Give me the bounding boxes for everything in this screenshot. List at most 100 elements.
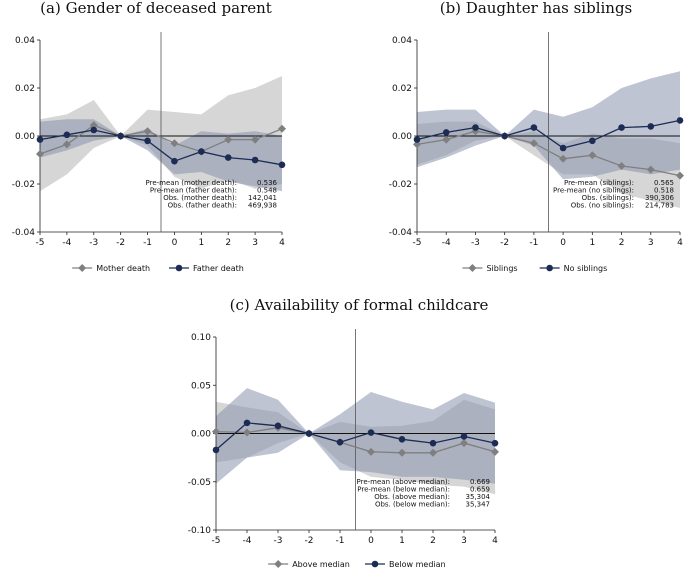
stat-value: 0.536 <box>257 179 278 187</box>
x-tick-label: 3 <box>252 238 258 248</box>
stat-value: 35,304 <box>466 493 491 501</box>
legend-marker-circle <box>546 264 553 272</box>
x-tick-label: 4 <box>492 536 498 546</box>
panel-c-title: (c) Availability of formal childcare <box>230 296 489 314</box>
point-diamond <box>243 428 251 437</box>
point-diamond <box>491 447 499 456</box>
stat-label: Pre-mean (below median): <box>357 486 450 494</box>
x-tick-label: 2 <box>619 238 625 248</box>
x-tick-label: -4 <box>243 536 252 546</box>
x-tick-label: 1 <box>589 238 595 248</box>
panel-b-title: (b) Daughter has siblings <box>440 0 633 17</box>
stat-label: Pre-mean (no siblings): <box>553 187 634 195</box>
x-tick-label: 3 <box>461 536 467 546</box>
point-circle <box>460 433 468 440</box>
stat-value: 0.548 <box>257 187 277 195</box>
point-circle <box>305 430 313 437</box>
stat-label: Pre-mean (siblings): <box>564 179 634 187</box>
x-tick-label: 1 <box>198 238 204 248</box>
legend-label: Siblings <box>486 264 517 273</box>
series-line-c-1 <box>215 427 496 454</box>
y-tick-label: 0.04 <box>392 36 412 46</box>
stat-value: 0.565 <box>654 179 674 187</box>
y-tick-label: 0.02 <box>392 84 412 94</box>
x-tick-label: 2 <box>430 536 436 546</box>
point-circle <box>413 136 421 143</box>
legend-label: No siblings <box>564 264 608 273</box>
x-tick-label: -3 <box>471 238 480 248</box>
point-diamond <box>413 140 421 149</box>
point-diamond <box>143 127 152 136</box>
series-line-c-2 <box>215 422 496 451</box>
point-diamond <box>36 150 44 158</box>
point-circle <box>472 124 479 131</box>
y-tick-label: -0.02 <box>12 180 35 190</box>
x-tick-label: -1 <box>529 238 538 248</box>
point-diamond <box>529 139 538 148</box>
point-diamond <box>460 439 468 448</box>
y-tick-label: -0.04 <box>389 228 413 238</box>
point-diamond <box>170 139 179 148</box>
x-tick-label: 4 <box>279 238 285 248</box>
series-line-a-1 <box>39 124 283 155</box>
stat-value: 0.518 <box>654 187 674 195</box>
y-tick-label: 0.02 <box>15 84 35 94</box>
point-circle <box>367 429 375 436</box>
x-tick-label: 2 <box>225 238 231 248</box>
point-diamond <box>429 448 437 457</box>
point-diamond <box>62 140 71 149</box>
stat-label: Obs. (siblings): <box>582 194 634 202</box>
point-diamond <box>646 165 655 174</box>
legend-marker-circle <box>175 264 183 272</box>
point-circle <box>589 137 596 145</box>
x-tick-label: -4 <box>62 238 71 248</box>
x-tick-label: 3 <box>648 238 654 248</box>
x-tick-label: -5 <box>212 536 221 546</box>
point-circle <box>398 435 406 443</box>
point-circle <box>212 446 220 454</box>
point-circle <box>117 132 124 140</box>
x-tick-label: -5 <box>36 238 45 248</box>
y-tick-label: -0.04 <box>12 228 36 238</box>
point-circle <box>251 156 259 164</box>
stat-value: 469,938 <box>248 202 277 210</box>
y-tick-label: -0.05 <box>188 478 211 488</box>
point-circle <box>224 154 232 161</box>
point-diamond <box>251 135 260 144</box>
x-tick-label: -1 <box>143 238 152 248</box>
y-tick-label: 0.00 <box>191 430 211 440</box>
y-tick-label: -0.10 <box>188 526 212 536</box>
point-circle <box>274 422 282 430</box>
point-diamond <box>442 135 451 144</box>
panel-daughter-has-siblings: (b) Daughter has siblings 0.04 0.02 0.00 -0… <box>389 0 684 273</box>
legend-marker-diamond <box>468 264 477 272</box>
stat-value: 390,306 <box>645 194 674 202</box>
x-tick-label: 1 <box>399 536 405 546</box>
point-diamond <box>367 447 375 456</box>
point-circle <box>63 131 71 139</box>
point-circle <box>559 144 567 152</box>
point-circle <box>530 124 538 131</box>
point-circle <box>336 438 344 446</box>
stat-value: 0.659 <box>470 486 490 494</box>
point-diamond <box>617 162 626 170</box>
point-circle <box>429 439 437 447</box>
y-tick-label: 0.04 <box>15 36 35 46</box>
x-tick-label: 0 <box>172 238 178 248</box>
stat-label: Obs. (below median): <box>375 501 450 509</box>
x-tick-label: -2 <box>116 238 125 248</box>
point-circle <box>676 117 684 124</box>
stat-label: Obs. (father death): <box>168 202 237 210</box>
y-tick-label: 0.05 <box>191 381 211 391</box>
point-circle <box>90 126 98 134</box>
x-tick-label: -3 <box>89 238 98 248</box>
x-tick-label: -5 <box>413 238 422 248</box>
point-diamond <box>89 121 98 130</box>
point-diamond <box>224 135 233 144</box>
legend-label: Mother death <box>96 264 150 273</box>
stat-label: Pre-mean (above median): <box>357 478 450 486</box>
panel-availability-of-formal-childcare: (c) Availability of formal childcare 0.1… <box>188 296 499 569</box>
series-line-b-2 <box>416 119 681 149</box>
point-diamond <box>398 448 406 457</box>
stat-value: 0.669 <box>470 478 490 486</box>
